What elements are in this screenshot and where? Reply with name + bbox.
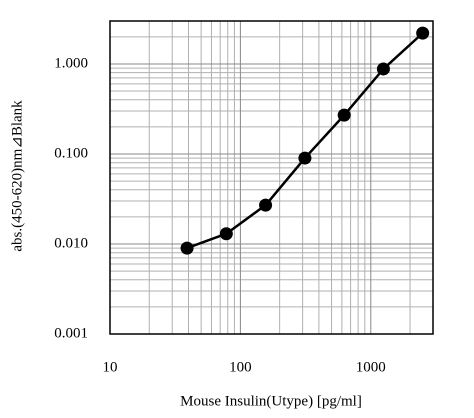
data-point	[180, 241, 194, 255]
data-point	[416, 26, 430, 40]
y-tick-label: 1.000	[54, 55, 88, 71]
data-point	[259, 198, 273, 212]
x-tick-label: 1000	[356, 359, 386, 375]
data-point	[376, 62, 390, 76]
y-axis-label: abs.(450-620)nm⊿Blank	[9, 100, 25, 252]
data-point	[337, 108, 351, 122]
x-axis-label: Mouse Insulin(Utype) [pg/ml]	[180, 393, 362, 409]
data-point	[219, 227, 233, 241]
data-point	[298, 151, 312, 165]
y-tick-label: 0.100	[54, 145, 88, 161]
x-tick-label: 10	[103, 359, 118, 375]
plot-frame	[109, 20, 434, 335]
y-tick-label: 0.001	[54, 325, 88, 341]
x-tick-label: 100	[229, 359, 252, 375]
y-tick-label: 0.010	[54, 235, 88, 251]
